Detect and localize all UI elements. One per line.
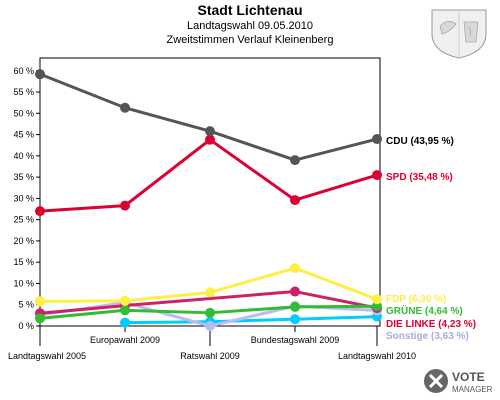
chart-title: Stadt Lichtenau <box>197 2 303 18</box>
data-point <box>120 200 130 211</box>
data-point <box>290 314 300 325</box>
y-tick-label: 30 % <box>13 193 34 203</box>
plot-area <box>39 57 381 327</box>
data-point <box>120 305 130 316</box>
data-point <box>205 287 215 298</box>
series-line <box>124 315 378 325</box>
data-point <box>205 321 215 331</box>
y-tick-label: 0 % <box>18 321 34 331</box>
data-point <box>290 286 300 297</box>
data-point <box>120 295 130 306</box>
chart-axes: 0 % 5 % 10 % 15 % 20 % 25 % 30 % 35 % 40 % 45 % 50… <box>8 57 416 361</box>
data-point <box>290 155 300 166</box>
data-point <box>372 294 382 305</box>
brand-word-manager: MANAGER <box>452 385 493 394</box>
data-point <box>35 313 45 324</box>
series-line <box>39 290 378 315</box>
series-label: GRÜNE (4,64 %) <box>386 304 463 317</box>
series-fdp <box>35 263 382 307</box>
series-label: CDU (43,95 %) <box>386 136 454 147</box>
x-tick-label: Landtagswahl 2010 <box>338 351 416 361</box>
chart-series <box>35 69 382 331</box>
coat-of-arms-icon <box>431 9 487 59</box>
data-point <box>205 307 215 318</box>
data-point <box>205 134 215 145</box>
y-tick-label: 55 % <box>13 87 34 97</box>
y-tick-label: 45 % <box>13 130 34 140</box>
series-gr-ne <box>35 301 382 324</box>
series-spd <box>35 134 382 217</box>
chart-header: Stadt Lichtenau Landtagswahl 09.05.2010 … <box>0 2 500 47</box>
y-tick-label: 60 % <box>13 66 34 76</box>
votemanager-logo: VOTE MANAGER <box>424 369 493 394</box>
y-tick-label: 10 % <box>13 278 34 288</box>
data-point <box>290 195 300 206</box>
series-label: DIE LINKE (4,23 %) <box>386 319 476 330</box>
chart-subtitle-description: Zweitstimmen Verlauf Kleinenberg <box>166 34 334 46</box>
series-label: SPD (35,48 %) <box>386 172 453 183</box>
y-tick-label: 5 % <box>18 300 34 310</box>
chart-series-labels: CDU (43,95 %) SPD (35,48 %) FDP (6,30 %)GR… <box>386 136 476 342</box>
y-tick-label: 20 % <box>13 236 34 246</box>
data-point <box>372 134 382 145</box>
x-tick-label: Landtagswahl 2005 <box>8 351 86 361</box>
brand-word-vote: VOTE <box>452 370 485 384</box>
x-tick-label: Ratswahl 2009 <box>180 351 240 361</box>
data-point <box>120 317 130 328</box>
chart-subtitle-election: Landtagswahl 09.05.2010 <box>187 20 313 32</box>
data-point <box>372 301 382 312</box>
series-label: Sonstige (3,63 %) <box>386 331 469 342</box>
data-point <box>35 296 45 307</box>
data-point <box>35 69 45 80</box>
y-tick-label: 50 % <box>13 108 34 118</box>
data-point <box>120 102 130 113</box>
series-cdu <box>35 69 382 166</box>
x-tick-label: Europawahl 2009 <box>90 335 160 345</box>
data-point <box>290 301 300 312</box>
y-tick-label: 35 % <box>13 172 34 182</box>
x-tick-label: Bundestagswahl 2009 <box>251 335 340 345</box>
y-tick-label: 40 % <box>13 151 34 161</box>
y-tick-label: 25 % <box>13 215 34 225</box>
data-point <box>35 206 45 217</box>
data-point <box>290 263 300 274</box>
data-point <box>205 126 215 137</box>
series-label: FDP (6,30 %) <box>386 294 446 305</box>
data-point <box>372 170 382 181</box>
y-tick-label: 15 % <box>13 257 34 267</box>
